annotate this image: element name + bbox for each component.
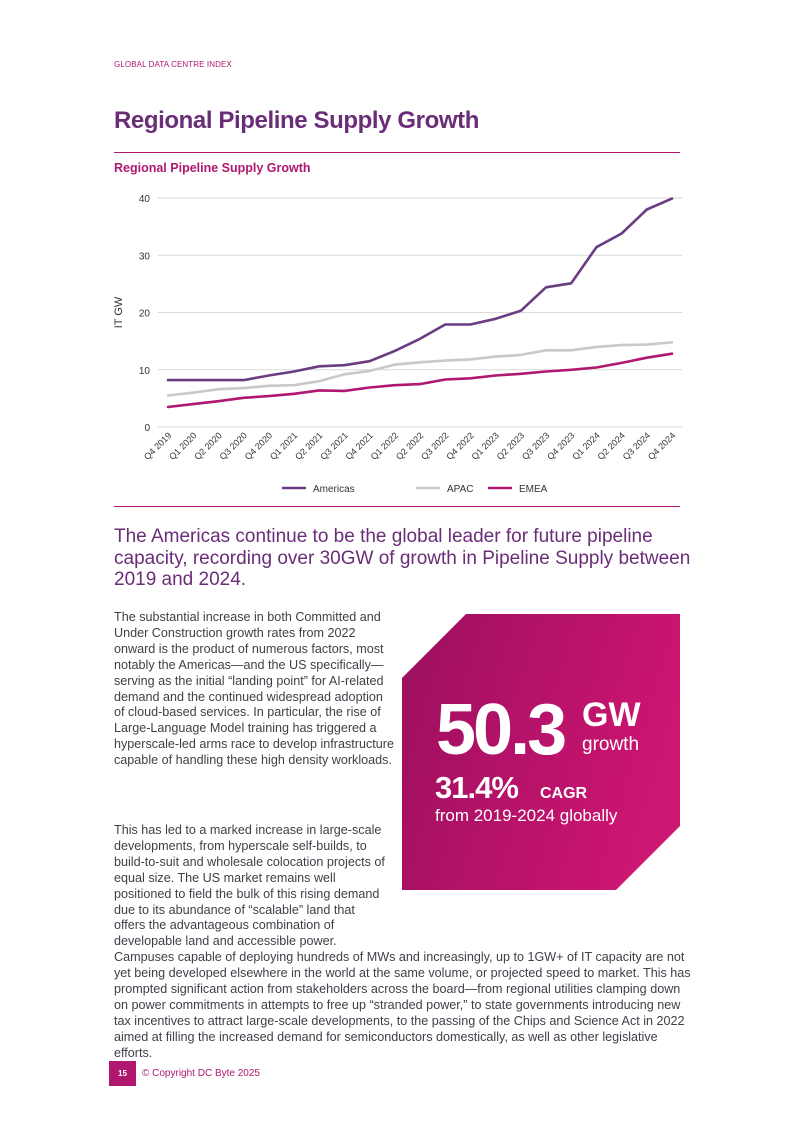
cagr-caption: from 2019-2024 globally	[435, 806, 618, 825]
page-number: 15	[109, 1061, 136, 1086]
y-tick-label: 0	[144, 423, 150, 434]
chart-title: Regional Pipeline Supply Growth	[114, 161, 311, 175]
y-tick-label: 10	[139, 366, 151, 377]
legend-label-americas: Americas	[313, 484, 355, 495]
series-line-americas	[166, 197, 674, 382]
x-tick-label: Q4 2024	[646, 430, 677, 461]
y-tick-label: 30	[139, 251, 151, 262]
lead-paragraph: The Americas continue to be the global l…	[114, 526, 691, 590]
body-paragraph-2: This has led to a marked increase in lar…	[114, 823, 694, 1062]
running-header: GLOBAL DATA CENTRE INDEX	[114, 60, 232, 69]
growth-unit: GW	[582, 696, 641, 734]
title-divider	[114, 152, 680, 153]
chart-divider	[114, 506, 680, 507]
copyright-notice: © Copyright DC Byte 2025	[142, 1068, 260, 1079]
y-axis-label: IT GW	[113, 296, 125, 328]
growth-stat-panel: 50.3 GW growth 31.4% CAGR from 2019-2024…	[402, 614, 680, 890]
legend-label-emea: EMEA	[519, 484, 548, 495]
stat-panel-background	[402, 614, 680, 890]
growth-caption: growth	[582, 734, 640, 755]
cagr-value: 31.4%	[435, 770, 519, 805]
page-title: Regional Pipeline Supply Growth	[114, 107, 479, 134]
series-line-emea	[166, 352, 674, 409]
legend-label-apac: APAC	[447, 484, 474, 495]
growth-value: 50.3	[436, 690, 567, 770]
body-paragraph-2-text: This has led to a marked increase in lar…	[114, 823, 691, 1060]
body-paragraph-1: The substantial increase in both Committ…	[114, 610, 394, 768]
y-tick-label: 20	[139, 309, 151, 320]
cagr-label: CAGR	[540, 785, 588, 802]
y-tick-label: 40	[139, 194, 151, 205]
series-line-apac	[166, 341, 674, 397]
